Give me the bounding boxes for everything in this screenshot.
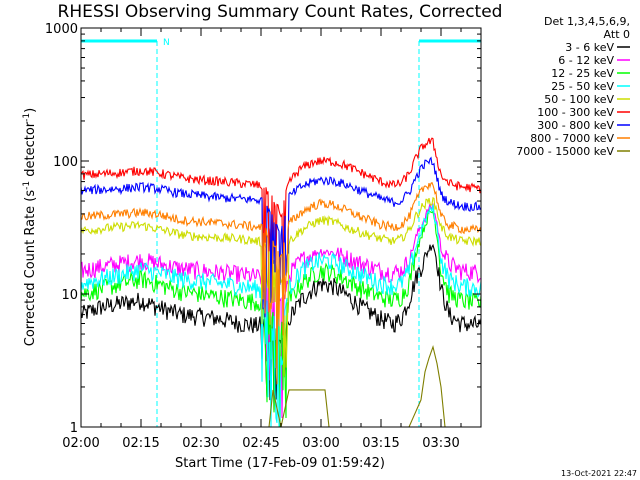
series-line-2: [80, 209, 482, 428]
saa-flag-label: N: [163, 38, 170, 48]
series-line-3: [80, 204, 482, 428]
y-tick-label-3: 1000: [45, 22, 78, 37]
legend-label-3: 25 - 50 keV: [551, 80, 614, 93]
x-tick-label-6: 03:30: [422, 436, 459, 451]
series-line-4: [80, 196, 482, 377]
y-axis-label: Corrected Count Rate (s-1 detector-1): [22, 108, 38, 346]
chart-title: RHESSI Observing Summary Count Rates, Co…: [58, 2, 503, 22]
timestamp-footer: 13-Oct-2021 22:47: [561, 469, 637, 478]
series-line-6: [80, 156, 482, 318]
x-tick-label-0: 02:00: [62, 436, 99, 451]
x-tick-label-4: 03:00: [302, 436, 339, 451]
y-tick-label-2: 100: [53, 155, 78, 170]
legend-label-5: 100 - 300 keV: [537, 106, 614, 119]
x-axis-label: Start Time (17-Feb-09 01:59:42): [175, 456, 385, 471]
legend-label-2: 12 - 25 keV: [551, 67, 614, 80]
legend-label-4: 50 - 100 keV: [544, 93, 614, 106]
x-tick-label-2: 02:30: [182, 436, 219, 451]
series-line-8: [257, 345, 481, 428]
legend-label-6: 300 - 800 keV: [537, 119, 614, 132]
legend-header-line1: Det 1,3,4,5,6,9,: [544, 15, 630, 28]
legend-label-8: 7000 - 15000 keV: [516, 145, 614, 158]
x-tick-label-5: 03:15: [362, 436, 399, 451]
y-tick-label-1: 10: [61, 288, 78, 303]
y-tick-label-0: 1: [70, 421, 78, 436]
series-line-5: [80, 137, 482, 299]
x-tick-label-3: 02:45: [242, 436, 279, 451]
x-tick-label-1: 02:15: [122, 436, 159, 451]
legend-label-1: 6 - 12 keV: [558, 54, 614, 67]
legend-label-0: 3 - 6 keV: [565, 41, 614, 54]
series-line-7: [80, 181, 482, 385]
legend-header-line2: Att 0: [604, 28, 630, 41]
legend-label-7: 800 - 7000 keV: [530, 132, 614, 145]
